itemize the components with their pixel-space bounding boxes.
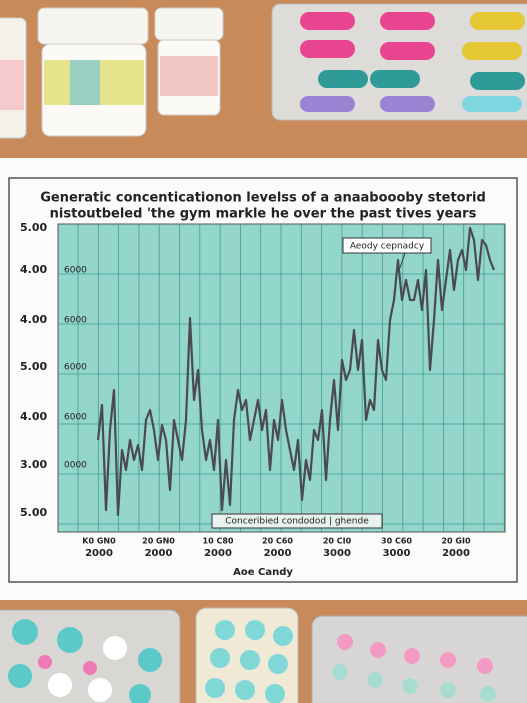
data-line xyxy=(96,226,496,517)
annotation: Aeody cepnadcy xyxy=(350,242,425,252)
x-label-top: 20 CI0 xyxy=(323,537,352,546)
y-inner-label: 0000 xyxy=(64,461,87,471)
footer: Aoe Candy xyxy=(233,567,293,578)
y-label: 5.00 xyxy=(20,360,47,373)
y-label: 3.00 xyxy=(20,458,47,471)
y-label: 4.00 xyxy=(20,410,47,423)
y-inner-label: 6000 xyxy=(64,363,87,373)
blister-top xyxy=(271,3,527,121)
x-label-top: 20 GN0 xyxy=(142,537,175,546)
y-inner-label: 6000 xyxy=(64,316,87,326)
chart-frame xyxy=(8,177,518,583)
x-label-bottom: 2000 xyxy=(264,548,292,559)
annotation-pointer xyxy=(399,252,406,269)
chart-subtitle: nistoutbeled 'the gym markle he over the… xyxy=(50,207,477,222)
x-label-bottom: 2000 xyxy=(145,548,173,559)
x-label-bottom: 2000 xyxy=(85,548,113,559)
legend-text: Conceribied condodod | ghende xyxy=(225,517,369,527)
x-label-top: 30 C60 xyxy=(381,537,412,546)
x-label-bottom: 3000 xyxy=(323,548,351,559)
y-label: 5.00 xyxy=(20,221,47,234)
y-inner-label: 6000 xyxy=(64,413,87,423)
legend-box xyxy=(211,513,383,529)
y-label: 5.00 xyxy=(20,506,47,519)
x-label-top: K0 GN0 xyxy=(82,537,116,546)
blister-bottom xyxy=(0,607,527,703)
annotation-box xyxy=(342,237,432,254)
x-label-top: 10 C80 xyxy=(203,537,234,546)
x-label-bottom: 3000 xyxy=(383,548,411,559)
x-label-top: 20 GI0 xyxy=(441,537,470,546)
x-label-top: 20 C60 xyxy=(262,537,293,546)
y-label: 4.00 xyxy=(20,263,47,276)
plot-area xyxy=(57,223,506,533)
bottles xyxy=(0,7,224,139)
y-inner-label: 6000 xyxy=(64,266,87,276)
y-label: 4.00 xyxy=(20,313,47,326)
chart-title: Generatic concenticationon levelss of a … xyxy=(40,191,486,206)
x-label-bottom: 2000 xyxy=(442,548,470,559)
x-label-bottom: 2000 xyxy=(204,548,232,559)
